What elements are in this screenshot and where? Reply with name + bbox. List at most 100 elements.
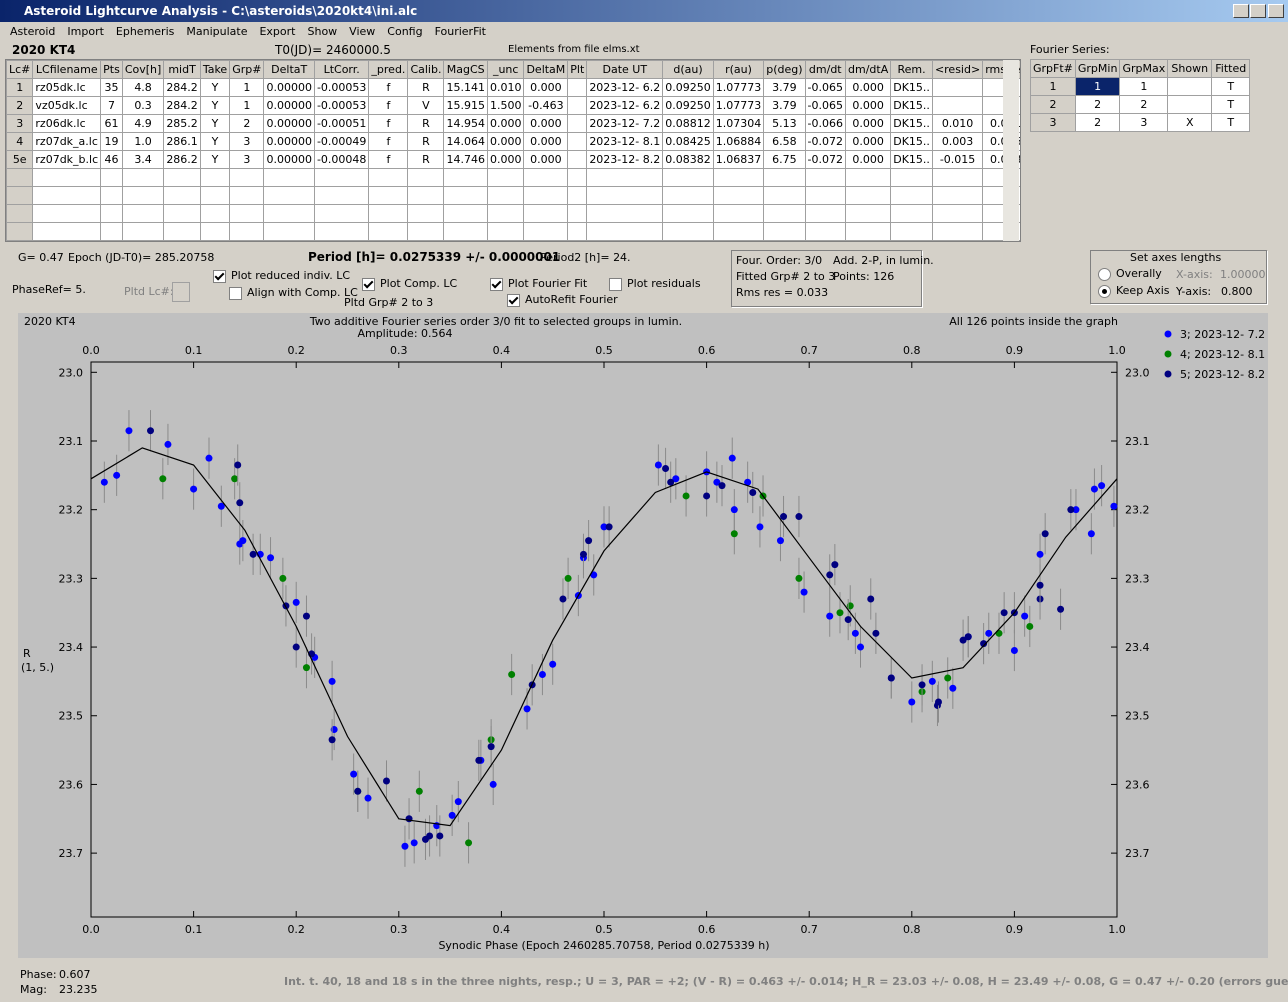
data-point bbox=[944, 674, 952, 682]
table-cell: T bbox=[1211, 113, 1251, 132]
minimize-button[interactable] bbox=[1233, 4, 1249, 18]
column-header: Lc# bbox=[6, 60, 34, 79]
data-point bbox=[682, 492, 690, 500]
data-point bbox=[934, 698, 942, 706]
menu-item[interactable]: Config bbox=[387, 25, 423, 38]
menu-item[interactable]: View bbox=[349, 25, 376, 38]
table-cell[interactable]: 1 bbox=[6, 78, 34, 97]
radio-button[interactable] bbox=[1098, 267, 1111, 281]
menu-item[interactable]: FourierFit bbox=[434, 25, 486, 38]
radio[interactable]: Keep Axis bbox=[1098, 284, 1170, 298]
table-cell bbox=[804, 186, 847, 205]
data-point bbox=[147, 427, 155, 435]
table-cell: Y bbox=[199, 132, 231, 151]
table-cell bbox=[1167, 77, 1213, 96]
checkbox-box[interactable] bbox=[490, 277, 503, 291]
table-cell bbox=[486, 168, 525, 187]
menu-item[interactable]: Ephemeris bbox=[115, 25, 175, 38]
table-cell bbox=[662, 168, 714, 187]
table-cell bbox=[931, 168, 984, 187]
table-cell[interactable]: 3 bbox=[6, 114, 34, 133]
column-header: Grp# bbox=[229, 60, 265, 79]
table-cell: 15.141 bbox=[443, 78, 488, 97]
maximize-button[interactable] bbox=[1250, 4, 1266, 18]
column-header: p(deg) bbox=[763, 60, 806, 79]
table-cell[interactable]: 2 bbox=[1030, 95, 1076, 114]
menu-item[interactable]: Manipulate bbox=[186, 25, 248, 38]
table-cell: 1.07773 bbox=[712, 78, 765, 97]
table-cell bbox=[763, 222, 806, 241]
fit-info: Four. Order: 3/0 bbox=[736, 254, 823, 267]
checkbox[interactable]: Align with Comp. LC bbox=[229, 286, 358, 300]
g-value: G= 0.47 bbox=[18, 251, 64, 264]
legend-label: 4; 2023-12- 8.1 bbox=[1180, 348, 1265, 361]
scrollbar[interactable] bbox=[1003, 60, 1019, 241]
data-point bbox=[985, 629, 993, 637]
menu-item[interactable]: Asteroid bbox=[10, 25, 56, 38]
menu-item[interactable]: Show bbox=[307, 25, 338, 38]
table-cell: 46 bbox=[100, 150, 123, 169]
data-point bbox=[795, 574, 803, 582]
table-cell: 0.000 bbox=[523, 78, 569, 97]
table-cell: 0.00000 bbox=[263, 96, 315, 115]
data-point bbox=[851, 629, 859, 637]
table-cell: 0.00000 bbox=[263, 132, 315, 151]
table-cell: 2 bbox=[1074, 95, 1121, 114]
checkbox[interactable]: Plot Fourier Fit bbox=[490, 277, 587, 291]
y-tick-label-right: 23.7 bbox=[1125, 847, 1150, 860]
radio[interactable]: Overally bbox=[1098, 267, 1162, 281]
data-point bbox=[234, 461, 242, 469]
table-cell[interactable]: 5e bbox=[6, 150, 34, 169]
table-cell: 3.79 bbox=[763, 78, 806, 97]
checkbox-box[interactable] bbox=[229, 286, 242, 300]
checkbox-box[interactable] bbox=[507, 293, 520, 307]
table-cell bbox=[763, 204, 806, 223]
table-cell: 0.000 bbox=[845, 78, 892, 97]
table-cell bbox=[313, 168, 370, 187]
data-point bbox=[159, 475, 167, 483]
table-cell[interactable]: 2 bbox=[6, 96, 34, 115]
data-point bbox=[1072, 506, 1080, 514]
table-cell bbox=[163, 186, 201, 205]
legend-marker bbox=[1164, 330, 1172, 338]
checkbox-box[interactable] bbox=[362, 277, 375, 291]
table-cell bbox=[32, 204, 102, 223]
table-cell: 1 bbox=[229, 96, 265, 115]
y-tick-label-right: 23.3 bbox=[1125, 572, 1150, 585]
table-cell: 1.06884 bbox=[712, 132, 765, 151]
checkbox[interactable]: AutoRefit Fourier bbox=[507, 293, 618, 307]
empty-row bbox=[6, 222, 1020, 241]
data-point bbox=[523, 705, 531, 713]
close-button[interactable] bbox=[1268, 4, 1284, 18]
table-cell: 2 bbox=[229, 114, 265, 133]
table-row: 4 rz07dk_a.lc 19 1.0 286.1 Y 3 0.00000 -0.00049 f… bbox=[6, 132, 1020, 151]
menu-item[interactable]: Export bbox=[259, 25, 296, 38]
table-cell bbox=[313, 222, 370, 241]
data-point bbox=[350, 770, 358, 778]
table-cell[interactable]: 1 bbox=[1030, 77, 1076, 96]
checkbox-label: Plot Fourier Fit bbox=[508, 277, 588, 290]
column-header: midT bbox=[163, 60, 201, 79]
data-point bbox=[302, 612, 310, 620]
checkbox[interactable]: Plot residuals bbox=[609, 277, 701, 291]
table-cell[interactable]: 3 bbox=[1030, 113, 1076, 132]
checkbox[interactable]: Plot Comp. LC bbox=[362, 277, 457, 291]
data-point bbox=[1026, 622, 1034, 630]
lc-spinner[interactable] bbox=[172, 282, 190, 302]
table-cell: rz07dk_b.lc bbox=[32, 150, 102, 169]
table-cell: 0.00000 bbox=[263, 114, 315, 133]
checkbox-box[interactable] bbox=[213, 269, 226, 283]
checkbox[interactable]: Plot reduced indiv. LC bbox=[213, 269, 350, 283]
menu-item[interactable]: Import bbox=[67, 25, 104, 38]
radio-button[interactable] bbox=[1098, 284, 1111, 298]
column-header: GrpMin bbox=[1074, 59, 1121, 78]
table-cell bbox=[845, 222, 892, 241]
axes-box bbox=[1090, 250, 1267, 304]
table-cell: 4.9 bbox=[121, 114, 165, 133]
table-cell[interactable]: 4 bbox=[6, 132, 34, 151]
epoch: Epoch (JD-T0)= 285.20758 bbox=[68, 251, 215, 264]
window-title: Asteroid Lightcurve Analysis - C:\astero… bbox=[24, 4, 418, 18]
data-point bbox=[826, 612, 834, 620]
checkbox-box[interactable] bbox=[609, 277, 622, 291]
